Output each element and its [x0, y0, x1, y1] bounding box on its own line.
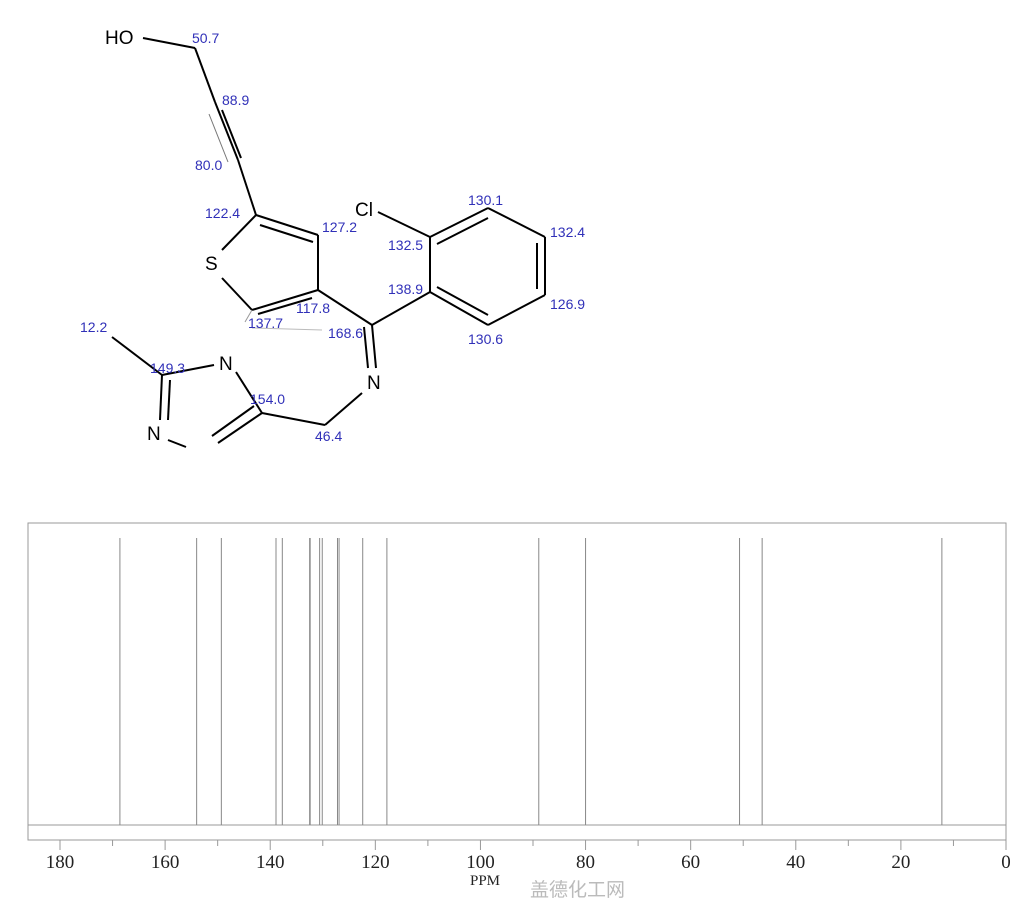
- plot-frame: [27, 522, 1007, 841]
- shift-label: 127.2: [322, 219, 357, 235]
- shift-labels: 50.7 88.9 80.0 122.4 127.2 117.8 137.7 1…: [80, 30, 585, 444]
- shift-label: 80.0: [195, 157, 222, 173]
- shift-label: 130.6: [468, 331, 503, 347]
- shift-label: 46.4: [315, 428, 342, 444]
- peaks: [119, 538, 943, 825]
- shift-label: 88.9: [222, 92, 249, 108]
- x-tick-label: 140: [256, 852, 285, 873]
- shift-label: 132.5: [388, 237, 423, 253]
- molecule-structure: HO S Cl N N N 50.7 88.9 80.0 122.4 127.2…: [80, 28, 585, 448]
- shift-label: 138.9: [388, 281, 423, 297]
- atom-sulfur: S: [205, 254, 218, 275]
- shift-label: 168.6: [328, 325, 363, 341]
- atom-imidazole-n1: N: [219, 354, 233, 375]
- watermark: 盖德化工网: [530, 879, 625, 900]
- bonds: [111, 37, 546, 448]
- shift-label: 12.2: [80, 319, 107, 335]
- shift-label: 154.0: [250, 391, 285, 407]
- shift-label: 137.7: [248, 315, 283, 331]
- x-tick-label: 120: [361, 852, 390, 873]
- x-tick-label: 20: [891, 852, 910, 873]
- x-tick-label: 40: [786, 852, 805, 873]
- x-tick-label: 60: [681, 852, 700, 873]
- shift-label: 50.7: [192, 30, 219, 46]
- x-axis: 180 160 140 120 100 80 60 40 20 0: [46, 840, 1011, 873]
- shift-label: 130.1: [468, 192, 503, 208]
- shift-label: 117.8: [296, 300, 330, 316]
- x-tick-label: 180: [46, 852, 75, 873]
- shift-label: 122.4: [205, 205, 240, 221]
- atom-imine-nitrogen: N: [367, 373, 381, 394]
- shift-label: 149.3: [150, 360, 185, 376]
- atom-hydroxyl: HO: [105, 28, 134, 49]
- x-tick-label: 80: [576, 852, 595, 873]
- x-tick-label: 0: [1001, 852, 1011, 873]
- atom-chlorine: Cl: [355, 200, 373, 221]
- atom-imidazole-n3: N: [147, 424, 161, 445]
- shift-label: 126.9: [550, 296, 585, 312]
- x-tick-label: 160: [151, 852, 180, 873]
- x-axis-label: PPM: [470, 873, 500, 889]
- shift-label: 132.4: [550, 224, 585, 240]
- x-tick-label: 100: [466, 852, 495, 873]
